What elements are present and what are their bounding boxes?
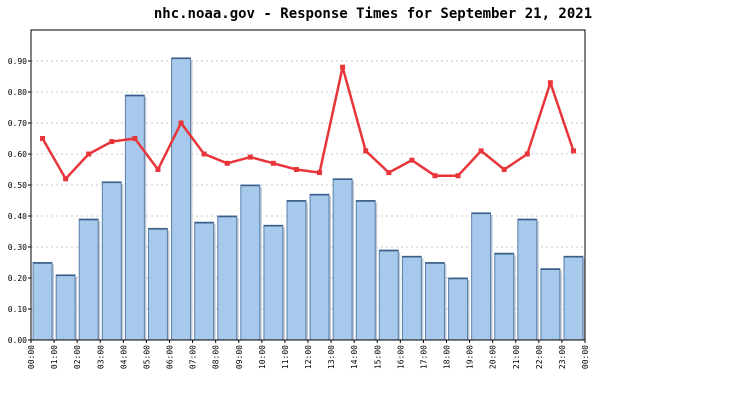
bar [171, 57, 192, 341]
line-point [86, 151, 92, 157]
x-tick-label: 09:00 [235, 345, 244, 369]
y-tick-label: 0.40 [8, 212, 27, 221]
bar [471, 212, 492, 341]
bar [424, 262, 445, 341]
bar [32, 262, 53, 341]
x-tick-label: 00:00 [581, 345, 590, 369]
x-tick-label: 06:00 [166, 345, 175, 369]
line-series [40, 64, 576, 182]
x-tick-label: 11:00 [281, 345, 290, 369]
gridlines [31, 60, 585, 310]
bar [540, 268, 561, 341]
line-point [340, 64, 346, 70]
y-tick-label: 0.10 [8, 305, 27, 314]
line-point [478, 148, 484, 154]
line-point [132, 136, 138, 141]
y-tick-label: 0.80 [8, 88, 27, 97]
y-axis-ticks: 0.00 0.10 0.20 0.30 0.40 0.50 0.60 0.70 0.80 0.90 [8, 57, 27, 345]
line-point [386, 170, 392, 176]
line-point [224, 160, 230, 166]
x-tick-label: 16:00 [396, 345, 405, 369]
bar [263, 224, 284, 341]
bar [332, 178, 353, 341]
x-tick-label: 19:00 [466, 345, 475, 369]
line-point [63, 176, 69, 182]
x-tick-label: 03:00 [96, 345, 105, 369]
line-point [455, 173, 461, 179]
bar [563, 255, 584, 341]
line-point [109, 139, 115, 145]
bar [147, 227, 168, 341]
x-tick-label: 08:00 [212, 345, 221, 369]
bar [194, 221, 215, 341]
line-point [270, 160, 276, 166]
x-tick-label: 02:00 [73, 345, 82, 369]
x-tick-label: 20:00 [489, 345, 498, 369]
x-tick-label: 23:00 [558, 345, 567, 369]
y-tick-label: 0.20 [8, 274, 27, 283]
bar [286, 200, 307, 341]
line-point [317, 170, 323, 176]
bar [124, 94, 145, 341]
bar [378, 249, 399, 341]
x-tick-label: 21:00 [512, 345, 521, 369]
bar [240, 184, 261, 341]
bar [494, 252, 515, 341]
bar [448, 277, 469, 341]
y-tick-label: 0.90 [8, 57, 27, 66]
line-point [524, 151, 530, 157]
line-point [201, 151, 207, 157]
x-tick-label: 14:00 [350, 345, 359, 369]
bar [78, 218, 99, 341]
line-point [409, 157, 415, 163]
bar [401, 255, 422, 341]
line-point [40, 136, 46, 141]
line-point [432, 173, 438, 179]
x-tick-label: 04:00 [119, 345, 128, 369]
y-tick-label: 0.70 [8, 119, 27, 128]
line-point [570, 148, 576, 154]
x-tick-label: 07:00 [189, 345, 198, 369]
bar [309, 193, 330, 341]
line-point [501, 167, 507, 172]
line-point [155, 167, 161, 172]
x-tick-label: 13:00 [327, 345, 336, 369]
y-tick-label: 0.30 [8, 243, 27, 252]
y-tick-label: 0.00 [8, 336, 27, 345]
bar [101, 181, 122, 341]
x-tick-label: 05:00 [142, 345, 151, 369]
line-point [178, 120, 184, 126]
y-tick-label: 0.60 [8, 150, 27, 159]
line-point [363, 148, 369, 154]
line-point [293, 167, 299, 172]
line-point [547, 80, 553, 86]
y-tick-label: 0.50 [8, 181, 27, 190]
bar [55, 274, 76, 341]
x-tick-label: 22:00 [535, 345, 544, 369]
x-tick-label: 18:00 [443, 345, 452, 369]
line-path [41, 65, 575, 181]
x-tick-label: 00:00 [27, 345, 36, 369]
x-axis-ticks: 00:00 01:00 02:00 03:00 04:00 05:00 06:00 07:00… [27, 345, 590, 369]
bar-series [32, 57, 585, 341]
x-tick-label: 15:00 [373, 345, 382, 369]
x-tick-label: 01:00 [50, 345, 59, 369]
bar [217, 215, 238, 341]
axes [28, 29, 586, 343]
line-point [247, 154, 253, 160]
bar [517, 218, 538, 341]
x-tick-label: 12:00 [304, 345, 313, 369]
x-tick-label: 10:00 [258, 345, 267, 369]
bar [355, 200, 376, 341]
x-tick-label: 17:00 [419, 345, 428, 369]
chart-title: nhc.noaa.gov - Response Times for Septem… [154, 6, 592, 22]
